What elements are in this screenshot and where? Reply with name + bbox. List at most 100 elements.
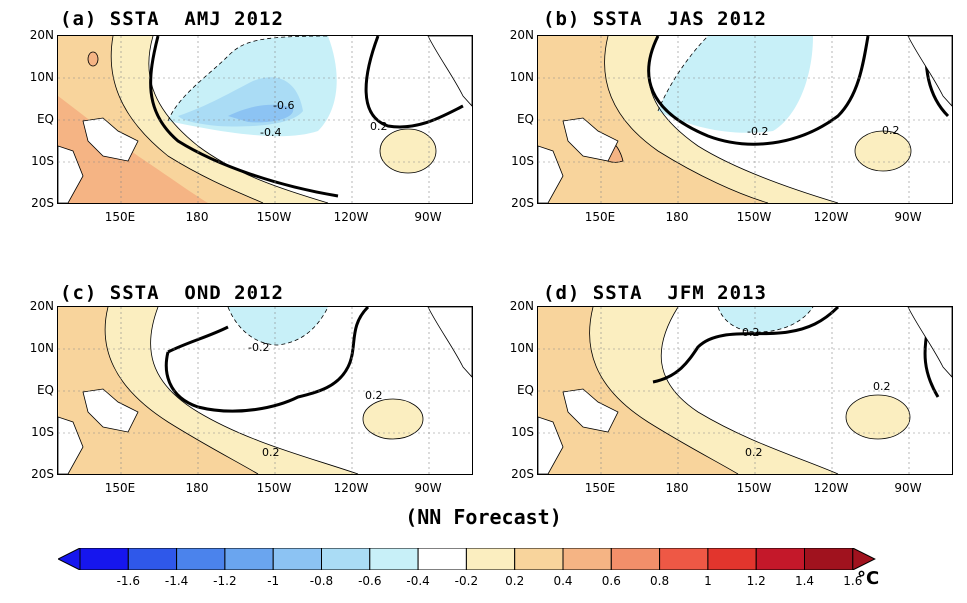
figure-caption: (NN Forecast) (405, 505, 562, 529)
lat-tick: 20N (509, 28, 534, 42)
lon-tick: 180 (665, 481, 689, 495)
lon-tick: 90W (414, 210, 442, 224)
colorbar-tick-label: 1 (704, 574, 712, 588)
colorbar-swatch (321, 547, 371, 571)
lat-tick: 10S (511, 425, 534, 439)
lon-tick: 150W (256, 210, 292, 224)
contour-label: 0.2 (745, 446, 763, 459)
colorbar-unit: °C (857, 568, 880, 589)
lon-tick: 180 (185, 481, 209, 495)
lon-tick: 150E (104, 210, 136, 224)
lon-tick: 150E (584, 481, 616, 495)
lon-tick: 90W (894, 481, 922, 495)
colorbar-tick-label: -0.4 (406, 574, 430, 588)
colorbar-swatch (659, 547, 709, 571)
panel-title: (a) SSTA AMJ 2012 (60, 8, 284, 30)
lon-tick: 150W (736, 481, 772, 495)
lat-tick: 20S (31, 467, 54, 481)
lat-tick: 10S (31, 425, 54, 439)
lat-tick: 20N (29, 299, 54, 313)
colorbar-swatch (707, 547, 757, 571)
lat-tick: 10N (29, 70, 54, 84)
lat-tick: 10S (31, 154, 54, 168)
contour-label: -0.2 (738, 326, 760, 339)
colorbar-swatch (562, 547, 612, 571)
panel-title: (b) SSTA JAS 2012 (543, 8, 767, 30)
colorbar (56, 547, 882, 574)
colorbar-swatch (369, 547, 419, 571)
lon-tick: 120W (333, 210, 369, 224)
colorbar-swatch (755, 547, 806, 571)
colorbar-tick-label: 0.6 (601, 574, 621, 588)
colorbar-tick-label: -0.2 (454, 574, 479, 588)
lon-tick: 120W (813, 481, 849, 495)
lat-tick: EQ (516, 112, 534, 126)
lon-tick: 150E (584, 210, 616, 224)
contour-label: -0.2 (747, 125, 769, 138)
contour-label: 0.2 (873, 380, 891, 393)
colorbar-swatch (127, 547, 178, 571)
ssta-map-d (538, 307, 952, 474)
contour-label: -0.6 (273, 99, 295, 112)
colorbar-tick-label: -0.8 (309, 574, 334, 588)
colorbar-tick-label: -0.6 (358, 574, 382, 588)
map-panel-b (537, 35, 953, 204)
lat-tick: 20S (31, 196, 54, 210)
contour-label: -0.2 (248, 341, 270, 354)
contour-label: 0.2 (365, 389, 383, 402)
ssta-map-c (58, 307, 472, 474)
colorbar-swatches (56, 547, 876, 571)
colorbar-swatch (514, 547, 564, 571)
colorbar-triangle-high (852, 547, 876, 571)
lat-tick: 10N (29, 341, 54, 355)
contour-label: 0.2 (370, 120, 388, 133)
colorbar-tick-label: 1.2 (746, 574, 766, 588)
colorbar-swatch (224, 547, 274, 571)
map-panel-a (57, 35, 473, 204)
colorbar-tick-label: 0.4 (553, 574, 573, 588)
lat-tick: 20S (511, 467, 534, 481)
colorbar-triangle-low (56, 547, 81, 571)
colorbar-tick-label: -1.2 (213, 574, 237, 588)
panel-title: (c) SSTA OND 2012 (60, 282, 284, 304)
lat-tick: 10N (509, 70, 534, 84)
lat-tick: 20S (511, 196, 534, 210)
colorbar-swatch (79, 547, 129, 571)
colorbar-swatch (417, 547, 467, 571)
lon-tick: 150E (104, 481, 136, 495)
lon-tick: 120W (333, 481, 369, 495)
lon-tick: 150W (256, 481, 292, 495)
lat-tick: 10N (509, 341, 534, 355)
contour-label: 0.2 (262, 446, 280, 459)
lon-tick: 90W (894, 210, 922, 224)
ssta-map-b (538, 36, 952, 203)
lon-tick: 180 (665, 210, 689, 224)
lat-tick: 20N (29, 28, 54, 42)
colorbar-tick-label: 1.6 (843, 574, 863, 588)
lat-tick: EQ (516, 383, 534, 397)
colorbar-tick-label: -1 (267, 574, 280, 588)
map-panel-c (57, 306, 473, 475)
contour-label: -0.4 (260, 126, 282, 139)
lon-tick: 150W (736, 210, 772, 224)
lat-tick: EQ (36, 112, 54, 126)
ssta-map-a (58, 36, 472, 203)
colorbar-tick-label: 1.4 (794, 574, 815, 588)
panel-title: (d) SSTA JFM 2013 (543, 282, 767, 304)
lat-tick: 10S (511, 154, 534, 168)
colorbar-tick-label: -1.4 (164, 574, 189, 588)
map-panel-d (537, 306, 953, 475)
colorbar-swatch (610, 547, 661, 571)
colorbar-tick-label: 0.2 (505, 574, 525, 588)
colorbar-tick-label: 0.8 (650, 574, 670, 588)
colorbar-swatch (465, 547, 516, 571)
contour-label: 0.2 (882, 124, 900, 137)
colorbar-swatch (176, 547, 226, 571)
colorbar-tick-label: -1.6 (116, 574, 140, 588)
colorbar-swatch (804, 547, 854, 571)
lon-tick: 90W (414, 481, 442, 495)
lat-tick: 20N (509, 299, 534, 313)
colorbar-swatch (272, 547, 322, 571)
lon-tick: 180 (185, 210, 209, 224)
lat-tick: EQ (36, 383, 54, 397)
